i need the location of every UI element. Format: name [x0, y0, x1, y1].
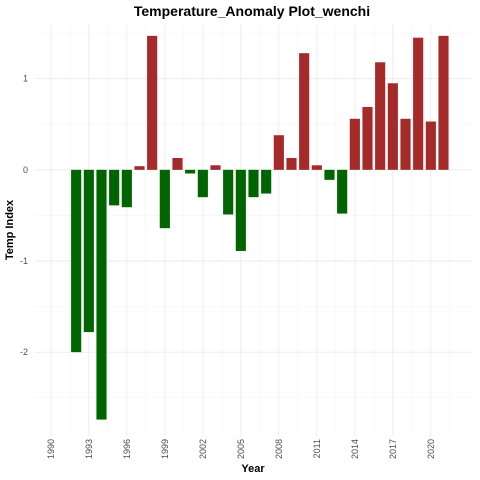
bar-2000 [172, 158, 182, 170]
bar-1995 [109, 170, 119, 206]
y-axis-ticks: -2 -1 0 1 [20, 74, 28, 357]
y-axis-label: Temp Index [4, 199, 16, 260]
y-tick-label: 1 [23, 74, 28, 84]
y-tick-label: -2 [20, 347, 28, 357]
bar-2007 [261, 170, 271, 194]
x-tick-label: 2014 [350, 439, 360, 459]
bar-2018 [400, 119, 410, 170]
bar-2016 [375, 62, 385, 170]
bar-2008 [274, 135, 284, 170]
bar-2014 [350, 119, 360, 170]
x-tick-label: 1999 [160, 439, 170, 459]
bar-2013 [337, 170, 347, 214]
x-tick-label: 1990 [46, 439, 56, 459]
bar-2004 [223, 170, 233, 215]
x-tick-label: 2020 [426, 439, 436, 459]
bar-2017 [388, 83, 398, 170]
x-axis-ticks: 1990 1993 1996 1999 2002 2005 2008 2011 2014 2017… [46, 439, 436, 459]
x-tick-label: 2005 [236, 439, 246, 459]
bar-2012 [324, 170, 334, 180]
bar-2001 [185, 170, 195, 174]
bar-2009 [286, 158, 296, 170]
y-tick-label: -1 [20, 256, 28, 266]
bar-2005 [236, 170, 246, 251]
bar-2006 [248, 170, 258, 197]
bar-1996 [122, 170, 132, 207]
x-axis-label: Year [241, 463, 265, 475]
bar-2021 [438, 36, 448, 170]
bar-1992 [71, 170, 81, 352]
bar-2019 [413, 38, 423, 170]
bar-1994 [96, 170, 106, 420]
bar-2002 [198, 170, 208, 197]
x-tick-label: 1993 [84, 439, 94, 459]
chart-title: Temperature_Anomaly Plot_wenchi [134, 3, 370, 19]
x-tick-label: 1996 [122, 439, 132, 459]
bar-1998 [147, 36, 157, 170]
bar-1999 [160, 170, 170, 228]
bar-1997 [134, 166, 144, 170]
bar-2015 [362, 107, 372, 170]
bar-2003 [210, 165, 220, 170]
x-tick-label: 2002 [198, 439, 208, 459]
bar-2020 [426, 122, 436, 170]
y-tick-label: 0 [23, 165, 28, 175]
x-tick-label: 2008 [274, 439, 284, 459]
bar-2011 [312, 165, 322, 170]
bar-2010 [299, 53, 309, 170]
x-tick-label: 2011 [312, 439, 322, 458]
bar-1993 [84, 170, 94, 332]
x-tick-label: 2017 [388, 439, 398, 459]
